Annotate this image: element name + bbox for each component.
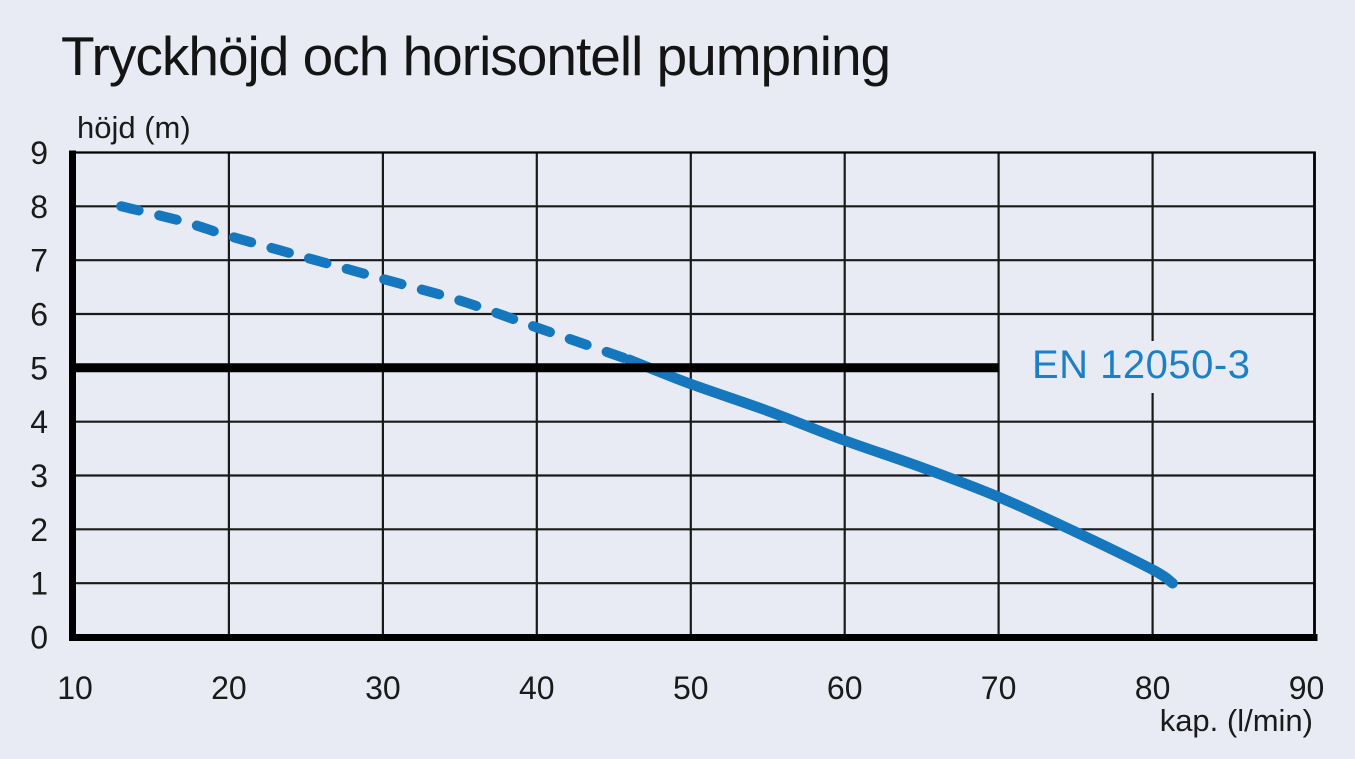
x-tick-label: 70 — [981, 670, 1017, 706]
x-tick-label: 90 — [1289, 670, 1325, 706]
y-tick-label: 2 — [30, 512, 48, 548]
pump-curve-below-limit-path — [623, 354, 1178, 589]
y-tick-label: 8 — [30, 189, 48, 225]
x-tick-label: 30 — [365, 670, 401, 706]
x-tick-label: 10 — [57, 670, 93, 706]
y-tick-label: 5 — [30, 350, 48, 386]
en-standard-annotation: EN 12050-3 — [1016, 341, 1267, 393]
y-tick-label: 0 — [30, 620, 48, 656]
pump-curve-above-limit-path — [116, 201, 635, 365]
y-tick-label: 4 — [30, 404, 48, 440]
x-tick-label: 80 — [1135, 670, 1171, 706]
y-tick-label: 9 — [30, 135, 48, 171]
x-tick-label: 60 — [827, 670, 863, 706]
x-axis-title: kap. (l/min) — [1159, 703, 1313, 738]
tick-labels: 0 1 2 3 4 5 6 7 8 9 10 20 30 40 50 60 70 80 90 — [30, 135, 1324, 706]
plot-frame — [69, 150, 1318, 641]
chart-title: Tryckhöjd och horisontell pumpning — [61, 25, 891, 87]
x-tick-label: 50 — [673, 670, 709, 706]
x-tick-label: 40 — [519, 670, 555, 706]
y-axis-title: höjd (m) — [77, 110, 191, 145]
y-tick-label: 7 — [30, 243, 48, 279]
y-tick-label: 6 — [30, 297, 48, 333]
y-tick-label: 3 — [30, 458, 48, 494]
gridlines — [76, 153, 1314, 636]
y-tick-label: 1 — [30, 566, 48, 602]
x-tick-label: 20 — [211, 670, 247, 706]
